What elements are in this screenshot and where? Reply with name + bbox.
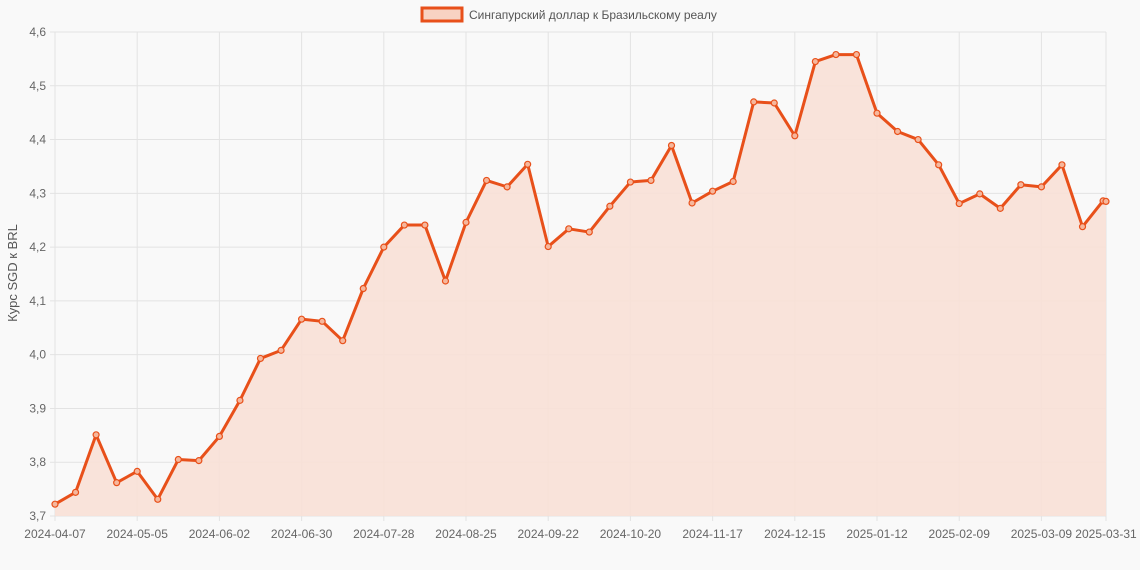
data-point[interactable]: [955, 199, 963, 208]
y-tick-label: 4,0: [29, 348, 46, 362]
data-point[interactable]: [236, 396, 244, 404]
data-point[interactable]: [544, 242, 552, 251]
data-point[interactable]: [1102, 197, 1110, 205]
data-point[interactable]: [51, 500, 59, 508]
data-point[interactable]: [113, 479, 121, 487]
y-tick-label: 4,1: [29, 294, 46, 308]
data-point[interactable]: [873, 109, 881, 117]
data-point[interactable]: [174, 455, 182, 464]
x-tick-label: 2024-09-22: [518, 527, 580, 541]
data-point[interactable]: [893, 127, 902, 136]
data-point[interactable]: [852, 50, 861, 59]
data-point[interactable]: [565, 225, 573, 233]
x-tick-label: 2024-08-25: [435, 527, 497, 541]
x-tick-label: 2025-03-31: [1075, 527, 1137, 541]
data-point[interactable]: [524, 160, 532, 168]
data-point[interactable]: [359, 284, 367, 293]
data-point[interactable]: [647, 176, 655, 185]
x-tick-label: 2024-06-30: [271, 527, 333, 541]
data-point[interactable]: [503, 183, 511, 191]
data-point[interactable]: [667, 141, 676, 150]
y-tick-label: 4,4: [29, 133, 46, 147]
data-point[interactable]: [626, 178, 635, 186]
data-point[interactable]: [154, 495, 162, 503]
data-point[interactable]: [1078, 223, 1087, 231]
data-point[interactable]: [462, 218, 470, 226]
series-points: [51, 50, 1110, 508]
data-point[interactable]: [71, 488, 80, 496]
data-point[interactable]: [133, 467, 141, 475]
data-point[interactable]: [1037, 183, 1046, 191]
data-point[interactable]: [441, 277, 450, 285]
data-point[interactable]: [770, 99, 778, 107]
y-tick-label: 4,6: [29, 25, 46, 39]
data-point[interactable]: [400, 221, 408, 229]
data-point[interactable]: [298, 315, 306, 323]
x-tick-label: 2025-01-12: [846, 527, 908, 541]
y-axis-title: Курс SGD к BRL: [5, 224, 20, 322]
y-tick-label: 4,3: [29, 186, 46, 200]
y-tick-label: 3,7: [29, 509, 46, 523]
x-tick-label: 2024-07-28: [353, 527, 415, 541]
x-tick-label: 2024-12-15: [764, 527, 826, 541]
data-point[interactable]: [935, 161, 943, 169]
y-tick-label: 4,5: [29, 79, 46, 93]
x-tick-label: 2024-04-07: [24, 527, 86, 541]
data-point[interactable]: [256, 354, 265, 363]
data-point[interactable]: [709, 187, 717, 195]
data-point[interactable]: [92, 431, 100, 439]
data-point[interactable]: [215, 432, 224, 441]
data-point[interactable]: [750, 98, 758, 106]
data-point[interactable]: [421, 221, 429, 229]
x-tick-label: 2025-03-09: [1011, 527, 1073, 541]
y-tick-label: 3,9: [29, 401, 46, 415]
legend-label[interactable]: Сингапурский доллар к Бразильскому реалу: [469, 8, 717, 22]
data-point[interactable]: [729, 177, 737, 186]
data-point[interactable]: [832, 50, 840, 59]
data-point[interactable]: [688, 199, 696, 207]
y-tick-label: 3,8: [29, 455, 46, 469]
data-point[interactable]: [277, 346, 285, 354]
x-axis: 2024-04-07 2024-05-05 2024-06-02 2024-06-30…: [24, 527, 1137, 541]
series-area-fill: [55, 54, 1106, 517]
data-point[interactable]: [791, 132, 799, 140]
data-point[interactable]: [976, 190, 984, 198]
data-point[interactable]: [339, 337, 347, 345]
data-point[interactable]: [380, 243, 388, 251]
data-point[interactable]: [1017, 181, 1025, 189]
x-tick-label: 2024-11-17: [682, 527, 743, 541]
x-tick-label: 2025-02-09: [929, 527, 991, 541]
data-point[interactable]: [811, 57, 819, 66]
data-point[interactable]: [585, 228, 593, 236]
data-point[interactable]: [996, 204, 1004, 212]
x-tick-label: 2024-05-05: [107, 527, 169, 541]
x-tick-label: 2024-10-20: [600, 527, 662, 541]
y-tick-label: 4,2: [29, 240, 46, 254]
data-point[interactable]: [914, 135, 922, 144]
data-point[interactable]: [318, 317, 326, 325]
legend-swatch[interactable]: [420, 6, 464, 23]
data-point[interactable]: [195, 457, 203, 465]
data-point[interactable]: [606, 202, 614, 210]
legend[interactable]: Сингапурский доллар к Бразильскому реалу: [420, 6, 717, 23]
data-point[interactable]: [482, 176, 491, 185]
y-axis: 3,7 3,8 3,9 4,0 4,1 4,2 4,3 4,4 4,5 4,6: [29, 25, 46, 523]
data-point[interactable]: [1058, 161, 1066, 169]
x-tick-label: 2024-06-02: [189, 527, 251, 541]
